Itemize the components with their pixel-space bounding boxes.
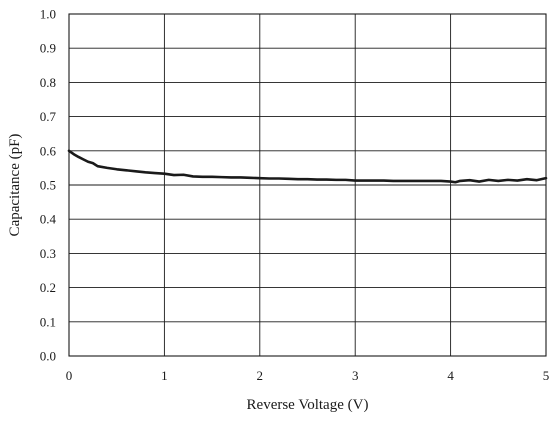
x-tick-label: 3 <box>352 368 359 383</box>
x-tick-label: 5 <box>543 368 549 383</box>
series-layer <box>69 151 546 182</box>
y-tick-label: 0.8 <box>40 75 56 90</box>
x-axis-label: Reverse Voltage (V) <box>247 397 369 413</box>
y-axis-label: Capacitance (pF) <box>7 134 23 237</box>
y-tick-label: 0.2 <box>40 280 56 295</box>
y-tick-label: 0.7 <box>40 109 57 124</box>
y-tick-label: 0.4 <box>40 212 57 227</box>
tick-labels: 0.0 0.1 0.2 0.3 0.4 0.5 0.6 0.7 0.8 0.9 1.0 0 1 2 3 4 5 <box>40 7 549 384</box>
x-tick-label: 0 <box>66 368 73 383</box>
x-tick-label: 2 <box>257 368 264 383</box>
grid-lines <box>69 14 546 356</box>
y-tick-label: 0.9 <box>40 41 56 56</box>
x-tick-label: 1 <box>161 368 168 383</box>
capacitance-curve <box>69 151 546 182</box>
x-tick-label: 4 <box>447 368 454 383</box>
y-tick-label: 0.0 <box>40 349 56 364</box>
y-tick-label: 0.5 <box>40 178 56 193</box>
y-tick-label: 0.1 <box>40 314 56 329</box>
y-tick-label: 0.6 <box>40 143 57 158</box>
y-tick-label: 0.3 <box>40 246 56 261</box>
y-tick-label: 1.0 <box>40 7 56 22</box>
